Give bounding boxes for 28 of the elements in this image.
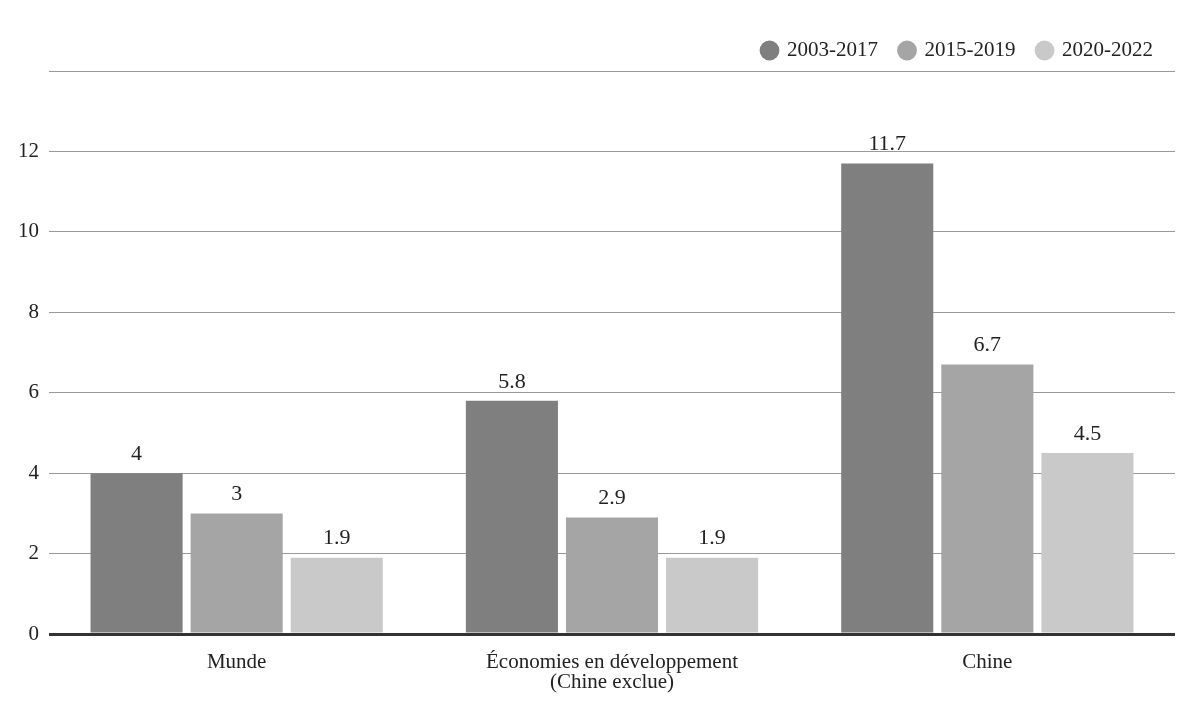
x-tick-label: Économies en développement (Chine exclue) <box>486 648 739 693</box>
legend-label: 2003-2017 <box>787 37 879 62</box>
y-tick-label: 10 <box>18 218 39 243</box>
legend-label: 2020-2022 <box>1062 37 1154 62</box>
bar <box>290 557 383 633</box>
data-label: 3 <box>231 480 243 506</box>
legend-label: 2015-2019 <box>924 37 1016 62</box>
y-tick-label: 8 <box>28 298 39 323</box>
data-label: 2.9 <box>598 484 626 510</box>
y-tick-label: 6 <box>28 379 39 404</box>
y-tick-label: 0 <box>28 620 39 645</box>
data-label: 1.9 <box>698 524 726 550</box>
bar <box>90 473 183 633</box>
data-label: 4.5 <box>1073 419 1102 445</box>
y-tick-label: 4 <box>28 459 40 484</box>
bar <box>465 400 558 633</box>
data-label: 11.7 <box>868 130 907 156</box>
y-tick-label: 12 <box>18 137 39 162</box>
x-tick-label: Chine <box>962 648 1013 673</box>
bar <box>841 163 934 633</box>
data-label: 6.7 <box>973 331 1002 357</box>
data-label: 5.8 <box>498 367 526 393</box>
bar <box>666 557 759 633</box>
bar <box>1041 453 1134 633</box>
data-label: 4 <box>131 440 143 465</box>
y-tick-label: 2 <box>28 540 39 565</box>
data-label: 1.9 <box>323 524 351 550</box>
x-tick-label: Munde <box>206 648 267 673</box>
